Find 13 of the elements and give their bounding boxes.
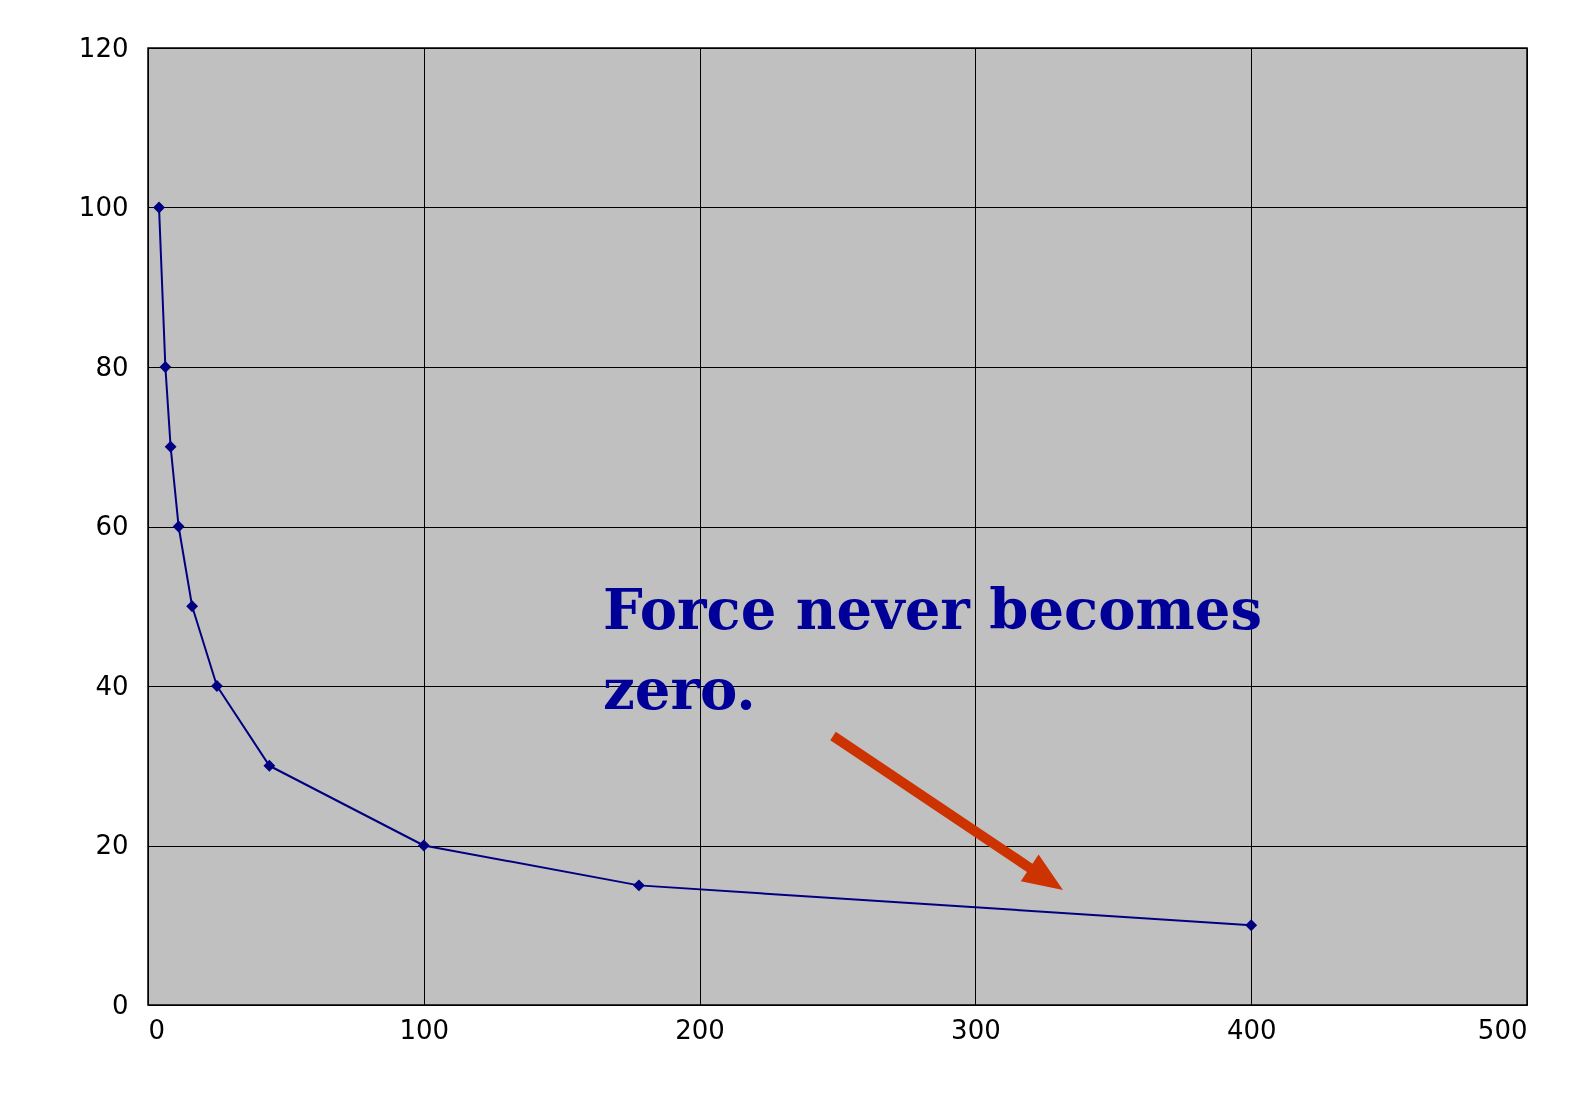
y-tick-label: 20 xyxy=(95,830,129,860)
y-tick-label: 80 xyxy=(95,351,129,382)
x-tick-label: 300 xyxy=(951,1014,1001,1045)
x-tick-label: 100 xyxy=(399,1014,450,1045)
y-tick-label: 60 xyxy=(95,511,129,541)
x-tick-label: 200 xyxy=(675,1014,725,1045)
y-tick-label: 100 xyxy=(78,192,129,222)
y-tick-label: 120 xyxy=(78,32,129,63)
x-tick-label: 400 xyxy=(1226,1014,1277,1045)
x-tick-label: 500 xyxy=(1477,1014,1528,1045)
y-tick-label: 0 xyxy=(111,989,129,1020)
y-tick-label: 40 xyxy=(95,670,129,701)
x-tick-label: 0 xyxy=(148,1014,166,1045)
